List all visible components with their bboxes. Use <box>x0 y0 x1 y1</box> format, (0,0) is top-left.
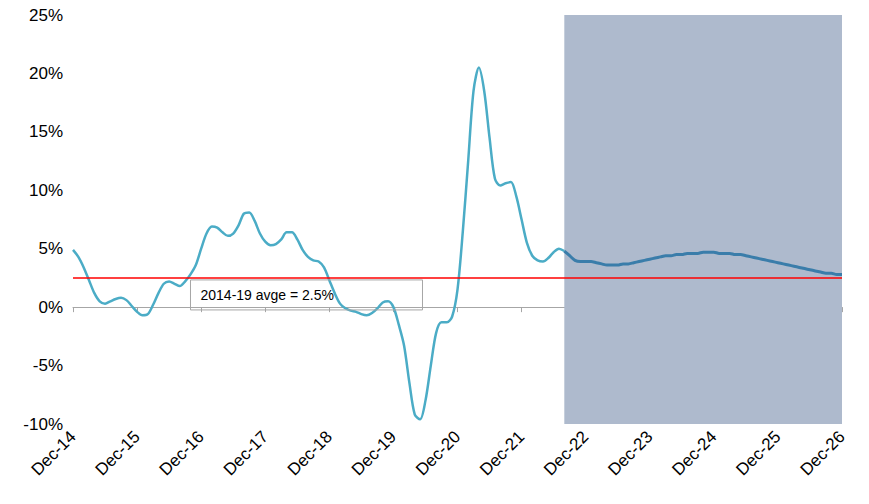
svg-text:25%: 25% <box>29 6 63 25</box>
svg-text:2014-19 avge = 2.5%: 2014-19 avge = 2.5% <box>200 287 333 303</box>
svg-text:5%: 5% <box>38 239 63 258</box>
svg-text:Dec-17: Dec-17 <box>220 427 272 479</box>
svg-text:Dec-14: Dec-14 <box>28 427 80 479</box>
svg-text:Dec-26: Dec-26 <box>797 427 849 479</box>
svg-text:15%: 15% <box>29 122 63 141</box>
svg-text:Dec-20: Dec-20 <box>412 427 464 479</box>
svg-text:Dec-15: Dec-15 <box>92 427 144 479</box>
svg-text:Dec-19: Dec-19 <box>348 427 400 479</box>
svg-text:Dec-22: Dec-22 <box>540 427 592 479</box>
svg-text:0%: 0% <box>38 298 63 317</box>
svg-text:Dec-25: Dec-25 <box>732 427 784 479</box>
svg-text:Dec-18: Dec-18 <box>284 427 336 479</box>
svg-text:Dec-16: Dec-16 <box>156 427 208 479</box>
svg-text:-10%: -10% <box>23 415 63 434</box>
svg-text:Dec-24: Dec-24 <box>668 427 720 479</box>
svg-text:20%: 20% <box>29 64 63 83</box>
svg-text:-5%: -5% <box>33 356 63 375</box>
svg-text:Dec-23: Dec-23 <box>604 427 656 479</box>
svg-text:10%: 10% <box>29 181 63 200</box>
svg-text:Dec-21: Dec-21 <box>476 427 528 479</box>
